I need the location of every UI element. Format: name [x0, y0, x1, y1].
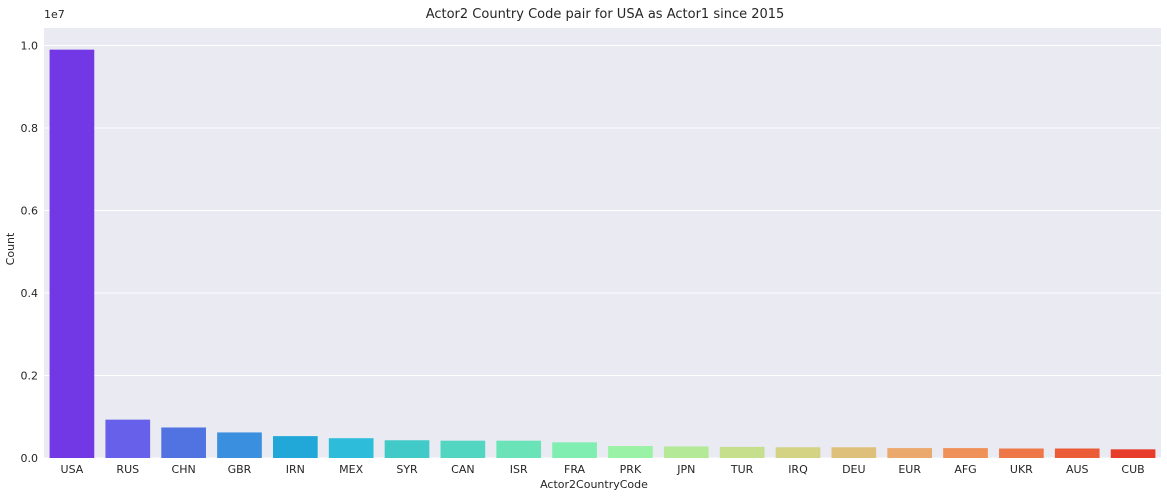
x-axis-label: Actor2CountryCode — [540, 478, 648, 491]
x-tick-label: PRK — [620, 463, 642, 476]
x-tick-label: AUS — [1066, 463, 1089, 476]
bar-chn — [161, 427, 206, 458]
bar-can — [440, 440, 486, 458]
y-tick-label: 0.8 — [21, 122, 39, 135]
y-tick-label: 0.0 — [21, 452, 39, 465]
bar-gbr — [217, 432, 262, 458]
bar-deu — [831, 447, 877, 458]
bar-prk — [608, 446, 653, 458]
bar-aus — [1054, 448, 1100, 458]
bar-ukr — [999, 448, 1044, 458]
chart-title: Actor2 Country Code pair for USA as Acto… — [426, 7, 785, 22]
x-tick-label: ISR — [510, 463, 528, 476]
y-axis-label: Count — [4, 232, 17, 265]
x-tick-label: UKR — [1010, 463, 1033, 476]
bar-fra — [552, 442, 597, 458]
x-tick-label: IRN — [286, 463, 305, 476]
x-tick-label: CHN — [172, 463, 196, 476]
x-tick-label: GBR — [228, 463, 252, 476]
bar-irq — [775, 447, 821, 458]
x-tick-label: DEU — [842, 463, 865, 476]
bar-jpn — [663, 446, 709, 458]
y-tick-label: 0.2 — [21, 370, 39, 383]
x-tick-label: MEX — [339, 463, 363, 476]
bar-rus — [105, 419, 151, 458]
plot-background — [44, 28, 1161, 458]
y-tick-label: 0.4 — [21, 287, 39, 300]
x-tick-label: CUB — [1121, 463, 1144, 476]
bar-syr — [384, 440, 430, 458]
x-tick-label: FRA — [564, 463, 586, 476]
y-tick-labels: 0.0 0.2 0.4 0.6 0.8 1.0 — [21, 40, 39, 465]
x-tick-label: RUS — [116, 463, 139, 476]
x-tick-label: TUR — [730, 463, 754, 476]
bar-cub — [1110, 449, 1156, 458]
bar-isr — [496, 440, 542, 458]
bar-mex — [328, 438, 374, 458]
y-tick-label: 1.0 — [21, 40, 39, 53]
x-tick-label: SYR — [396, 463, 418, 476]
x-tick-label: IRQ — [788, 463, 808, 476]
bar-irn — [272, 436, 318, 458]
x-tick-label: EUR — [898, 463, 921, 476]
x-tick-label: JPN — [676, 463, 695, 476]
bars — [49, 49, 1156, 459]
x-tick-label: AFG — [954, 463, 976, 476]
x-tick-label: CAN — [451, 463, 474, 476]
bar-usa — [49, 49, 95, 459]
x-tick-labels: USA RUS CHN GBR IRN MEX SYR CAN ISR FRA PRK JPN TUR I… — [61, 463, 1145, 476]
bar-eur — [887, 448, 933, 458]
bar-afg — [943, 448, 988, 458]
x-tick-label: USA — [61, 463, 84, 476]
y-offset-label: 1e7 — [44, 8, 65, 21]
y-tick-label: 0.6 — [21, 205, 39, 218]
bar-tur — [719, 446, 765, 458]
